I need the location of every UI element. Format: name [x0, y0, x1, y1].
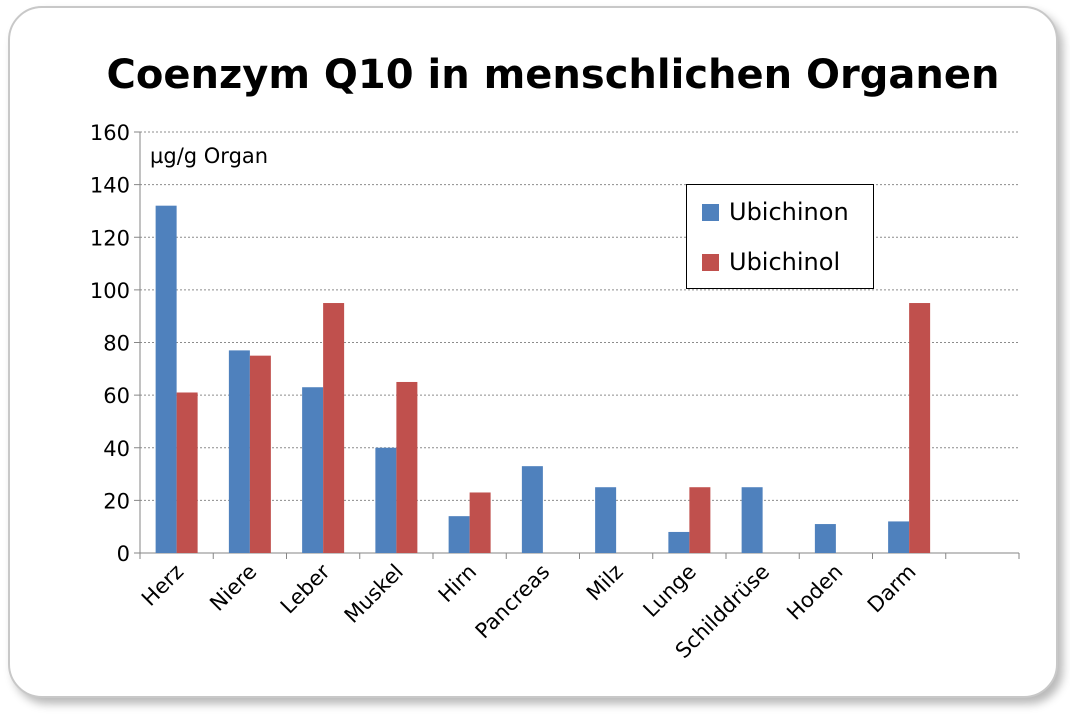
bar-ubichinon-niere — [228, 350, 250, 553]
y-tick-label: 140 — [90, 174, 130, 198]
chart-legend: Ubichinon Ubichinol — [686, 184, 874, 289]
legend-item-ubichinon: Ubichinon — [702, 197, 849, 227]
y-tick-label: 160 — [90, 121, 130, 145]
bar-ubichinol-herz — [176, 392, 198, 553]
x-tick-label: Leber — [276, 559, 335, 618]
bar-ubichinol-hirn — [469, 492, 491, 553]
bar-ubichinon-darm — [888, 521, 910, 553]
y-tick-label: 20 — [103, 489, 130, 513]
x-tick-label: Lunge — [639, 560, 701, 622]
legend-swatch-ubichinol — [702, 253, 719, 271]
y-tick-label: 80 — [103, 332, 130, 356]
y-tick-label: 100 — [90, 279, 130, 303]
y-tick-label: 120 — [90, 226, 130, 250]
unit-label: µg/g Organ — [150, 144, 268, 168]
x-tick-label: Darm — [863, 560, 921, 618]
x-tick-label: Herz — [137, 560, 188, 611]
bar-ubichinon-schilddrüse — [741, 487, 763, 553]
y-tick-label: 40 — [103, 437, 130, 461]
x-tick-label: Pancreas — [471, 560, 555, 644]
bar-ubichinon-leber — [302, 387, 324, 553]
legend-swatch-ubichinon — [702, 203, 719, 221]
bar-ubichinol-lunge — [689, 487, 711, 553]
x-tick-label: Hoden — [782, 560, 847, 625]
bar-ubichinol-niere — [249, 355, 271, 553]
legend-label-ubichinon: Ubichinon — [729, 198, 849, 226]
bar-ubichinol-darm — [909, 303, 931, 553]
bar-ubichinon-hoden — [814, 524, 836, 553]
bar-ubichinon-hirn — [448, 516, 470, 553]
y-tick-label: 0 — [117, 542, 130, 566]
x-tick-label: Niere — [205, 560, 261, 616]
legend-label-ubichinol: Ubichinol — [729, 248, 841, 276]
x-tick-label: Hirn — [434, 560, 482, 608]
chart-title: Coenzym Q10 in menschlichen Organen — [106, 52, 1000, 98]
bar-ubichinon-pancreas — [521, 466, 543, 553]
bar-ubichinon-herz — [155, 205, 177, 554]
bar-ubichinon-muskel — [375, 447, 397, 553]
legend-item-ubichinol: Ubichinol — [702, 247, 840, 277]
x-tick-label: Muskel — [340, 560, 408, 628]
bar-ubichinol-leber — [323, 303, 345, 553]
bar-ubichinon-milz — [595, 487, 617, 553]
y-tick-label: 60 — [103, 384, 130, 408]
bar-ubichinol-muskel — [396, 381, 418, 553]
chart-card — [8, 6, 1058, 698]
x-tick-label: Milz — [582, 560, 628, 606]
bar-ubichinon-lunge — [668, 531, 690, 553]
